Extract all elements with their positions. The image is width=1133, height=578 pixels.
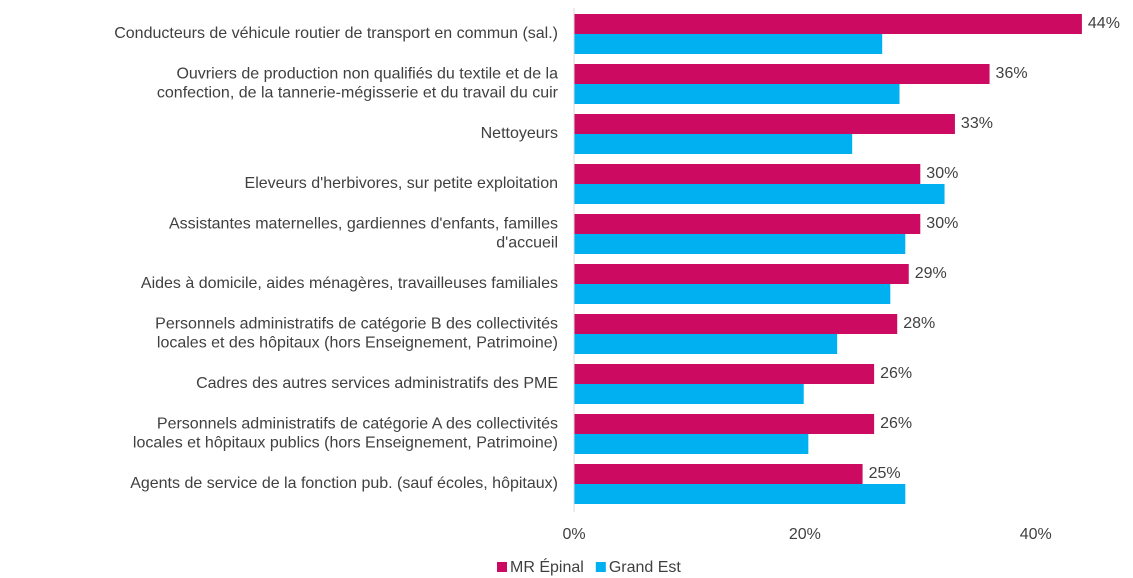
bar	[574, 414, 875, 434]
category-label: Cadres des autres services administratif…	[196, 375, 558, 392]
category-label: Personnels administratifs de catégorie B…	[155, 316, 558, 352]
category-label: Assistantes maternelles, gardiennes d'en…	[169, 216, 558, 252]
category-label: Personnels administratifs de catégorie A…	[133, 416, 558, 452]
bar	[574, 34, 883, 54]
bar	[574, 64, 990, 84]
category-label: Agents de service de la fonction pub. (s…	[130, 475, 558, 492]
value-label: 36%	[996, 65, 1028, 82]
legend-swatch	[497, 562, 507, 572]
category-label: Eleveurs d'herbivores, sur petite exploi…	[245, 175, 558, 192]
bar	[574, 284, 891, 304]
bar	[574, 214, 921, 234]
category-label: Ouvriers de production non qualifiés du …	[157, 66, 559, 102]
x-tick-label: 40%	[1020, 526, 1052, 543]
category-label: Aides à domicile, aides ménagères, trava…	[141, 275, 558, 292]
value-label: 29%	[915, 265, 947, 282]
x-tick-label: 20%	[789, 526, 821, 543]
value-label: 44%	[1088, 15, 1120, 32]
legend-label: MR Épinal	[510, 557, 584, 576]
bar	[574, 234, 906, 254]
value-label: 30%	[926, 165, 958, 182]
bar	[574, 434, 809, 454]
value-label: 26%	[880, 365, 912, 382]
bar	[574, 464, 863, 484]
bar	[574, 384, 804, 404]
bar	[574, 14, 1082, 34]
value-label: 33%	[961, 115, 993, 132]
value-label: 26%	[880, 415, 912, 432]
bar	[574, 114, 955, 134]
bar	[574, 364, 875, 384]
bar	[574, 134, 853, 154]
value-label: 28%	[903, 315, 935, 332]
value-label: 25%	[869, 465, 901, 482]
bar	[574, 334, 838, 354]
bar	[574, 184, 945, 204]
legend-swatch	[595, 562, 606, 572]
bar	[574, 164, 921, 184]
legend-label: Grand Est	[609, 559, 682, 576]
x-tick-label: 0%	[562, 526, 585, 543]
bar	[574, 84, 900, 104]
category-label: Nettoyeurs	[481, 125, 558, 142]
bar	[574, 484, 906, 504]
category-label: Conducteurs de véhicule routier de trans…	[114, 25, 558, 42]
bar	[574, 264, 909, 284]
value-label: 30%	[926, 215, 958, 232]
bar	[574, 314, 898, 334]
